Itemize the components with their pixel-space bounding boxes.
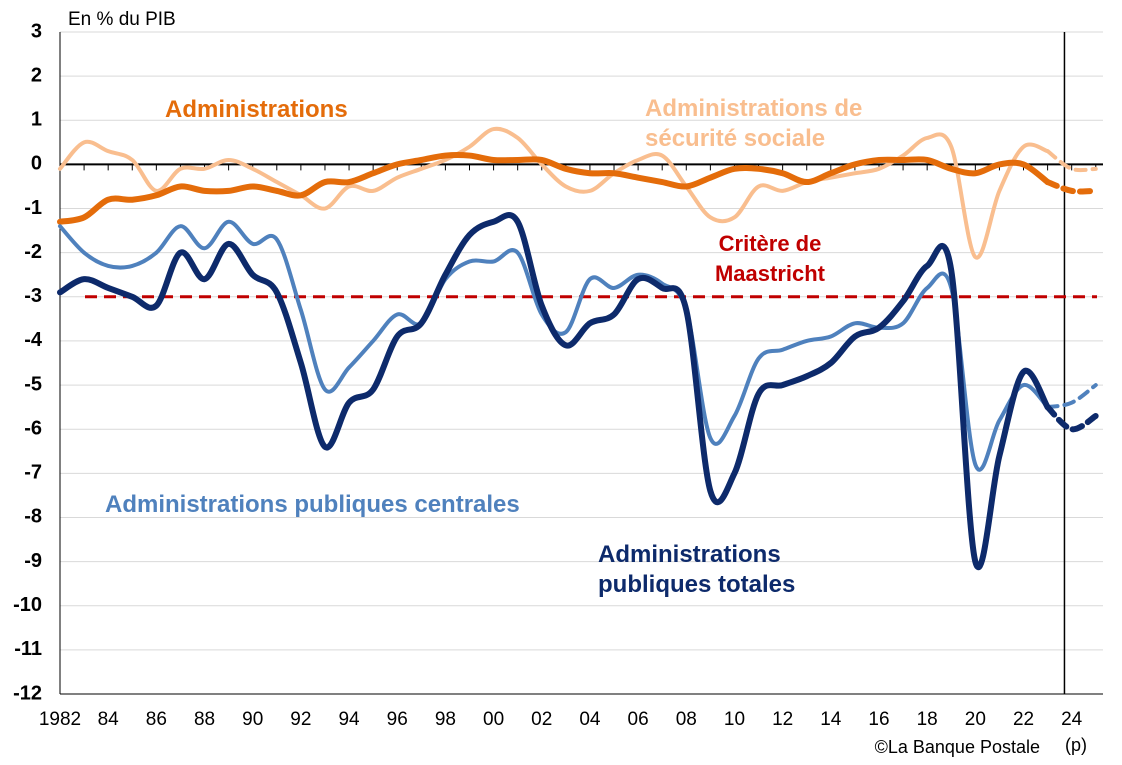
y-axis-label: En % du PIB (68, 9, 176, 30)
x-tick-label: 00 (483, 709, 504, 730)
x-tick-label: 86 (146, 709, 167, 730)
x-tick-label: 02 (531, 709, 552, 730)
x-tick-label: 08 (676, 709, 697, 730)
x-tick-label: 06 (628, 709, 649, 730)
series-label: Administrations de sécurité sociale (645, 95, 863, 152)
x-tick-label: 22 (1013, 709, 1034, 730)
series-line (57, 152, 1051, 225)
x-tick-label: 94 (338, 709, 360, 730)
series-line-forecast (1045, 149, 1098, 173)
x-tick-label: 18 (917, 709, 938, 730)
y-tick-label: -2 (24, 241, 42, 263)
series-label: Critère de Maastricht (714, 231, 826, 286)
y-tick-label: -9 (24, 550, 42, 572)
y-tick-label: -8 (24, 506, 42, 528)
y-tick-label: 2 (31, 64, 42, 86)
forecast-note: (p) (1065, 735, 1087, 755)
x-tick-label: 04 (579, 709, 601, 730)
series-line-forecast (1044, 404, 1099, 433)
y-tick-label: -6 (24, 417, 42, 439)
x-tick-label: 12 (772, 709, 793, 730)
series-line (58, 219, 1050, 472)
x-tick-label: 88 (194, 709, 215, 730)
series-line-forecast (1045, 383, 1098, 410)
y-tick-label: -3 (24, 285, 42, 307)
x-tick-label: 24 (1061, 709, 1083, 730)
y-tick-label: -1 (24, 197, 42, 219)
x-tick-label: 14 (820, 709, 842, 730)
y-tick-label: -5 (24, 373, 42, 395)
x-tick-label: 20 (965, 709, 986, 730)
y-tick-label: 3 (31, 20, 42, 42)
x-tick-label: 96 (387, 709, 408, 730)
series-label: Administrations (165, 96, 348, 123)
x-tick-label: 98 (435, 709, 456, 730)
y-tick-label: -7 (24, 462, 42, 484)
x-tick-label: 10 (724, 709, 745, 730)
x-tick-label: 1982 (39, 709, 81, 730)
y-tick-label: -10 (13, 594, 42, 616)
y-tick-label: -11 (14, 638, 42, 660)
y-tick-label: -4 (24, 329, 43, 351)
x-tick-label: 84 (98, 709, 120, 730)
source: ©La Banque Postale (875, 737, 1040, 757)
series-label: Administrations publiques totales (598, 541, 796, 598)
y-tick-label: 1 (31, 109, 42, 131)
x-tick-label: 92 (290, 709, 311, 730)
x-tick-label: 90 (242, 709, 263, 730)
series-label: Administrations publiques centrales (105, 491, 520, 518)
series-line (57, 212, 1051, 571)
y-tick-label: -12 (13, 682, 42, 704)
y-tick-label: 0 (31, 153, 42, 175)
x-tick-label: 16 (868, 709, 889, 730)
series-line-forecast (1044, 179, 1099, 195)
